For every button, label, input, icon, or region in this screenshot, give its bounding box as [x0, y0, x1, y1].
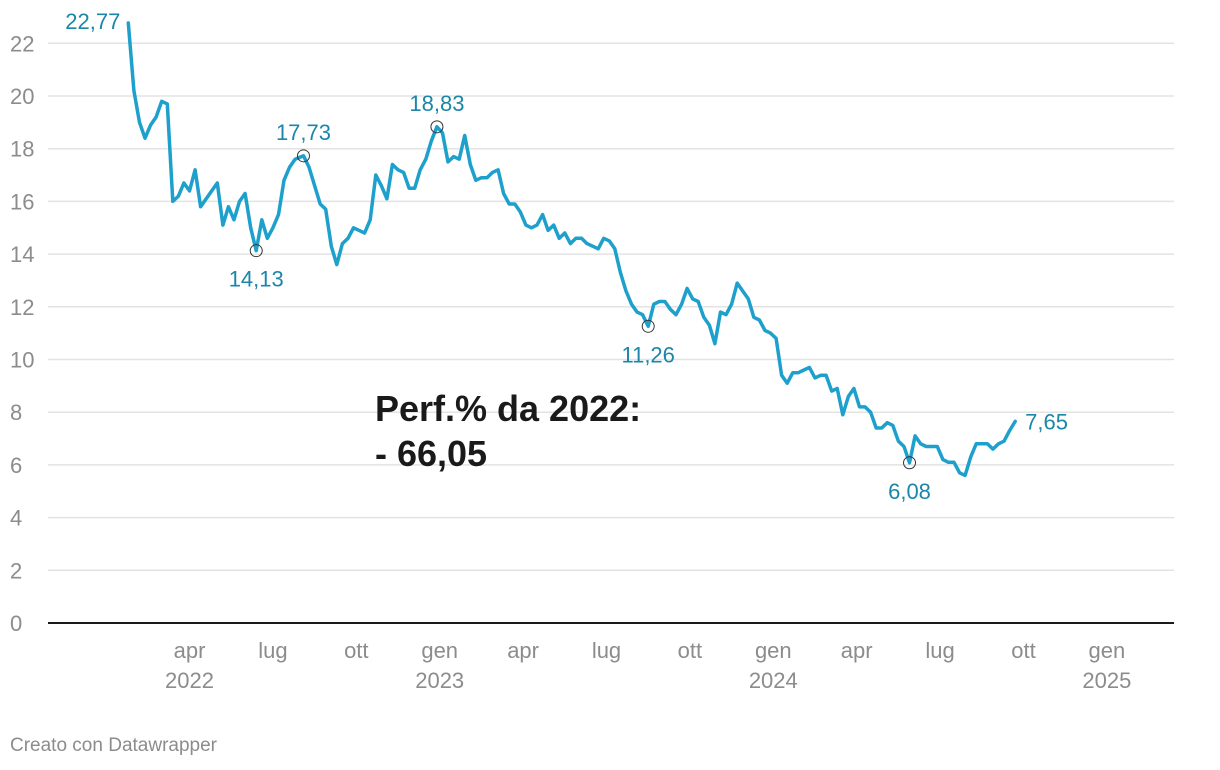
y-tick-label: 16: [10, 189, 34, 214]
performance-title: Perf.% da 2022:: [375, 388, 641, 429]
annotation-marker: [641, 319, 655, 333]
annotation-marker: [430, 120, 444, 134]
annotations: 22,77 14,13 17,73 18,83 11,26 6,08 7,65: [65, 9, 1068, 504]
annotation-label: 22,77: [65, 9, 120, 34]
y-tick-label: 6: [10, 453, 22, 478]
y-axis-ticks: 0 2 4 6 8 10 12 14 16 18 20 22: [10, 31, 34, 636]
x-tick-month: ott: [678, 638, 702, 663]
x-tick-year: 2023: [415, 668, 464, 693]
y-tick-label: 10: [10, 348, 34, 373]
y-tick-label: 8: [10, 400, 22, 425]
annotation-label: 14,13: [229, 267, 284, 292]
annotation-marker: [249, 244, 263, 258]
x-tick-month: gen: [1089, 638, 1126, 663]
x-tick-month: lug: [258, 638, 287, 663]
annotation-marker: [903, 456, 917, 470]
annotation-marker: [296, 149, 310, 163]
performance-value: - 66,05: [375, 433, 487, 474]
annotation-label: 18,83: [409, 91, 464, 116]
y-tick-label: 14: [10, 242, 34, 267]
x-tick-month: apr: [174, 638, 206, 663]
x-tick-month: lug: [925, 638, 954, 663]
y-tick-label: 0: [10, 611, 22, 636]
annotation-label: 17,73: [276, 120, 331, 145]
x-tick-year: 2024: [749, 668, 798, 693]
annotation-label: 6,08: [888, 479, 931, 504]
x-tick-month: apr: [841, 638, 873, 663]
annotation-label: 11,26: [621, 342, 674, 367]
y-tick-label: 18: [10, 137, 34, 162]
x-tick-year: 2025: [1082, 668, 1131, 693]
x-tick-month: gen: [421, 638, 458, 663]
x-tick-year: 2022: [165, 668, 214, 693]
x-tick-month: lug: [592, 638, 621, 663]
y-tick-label: 4: [10, 506, 22, 531]
grid-lines: [48, 42, 1174, 572]
x-tick-month: ott: [344, 638, 368, 663]
y-tick-label: 20: [10, 84, 34, 109]
x-tick-month: ott: [1011, 638, 1035, 663]
x-axis-ticks: apr 2022 lug ott gen 2023 apr lug ott gen 2024 apr l…: [165, 638, 1131, 693]
x-tick-month: gen: [755, 638, 792, 663]
y-tick-label: 2: [10, 558, 22, 583]
y-tick-label: 22: [10, 31, 34, 56]
x-tick-month: apr: [507, 638, 539, 663]
footer-credit: Creato con Datawrapper: [10, 735, 217, 756]
annotation-label: 7,65: [1025, 409, 1068, 434]
price-series-line: [126, 21, 1017, 478]
y-tick-label: 12: [10, 295, 34, 320]
